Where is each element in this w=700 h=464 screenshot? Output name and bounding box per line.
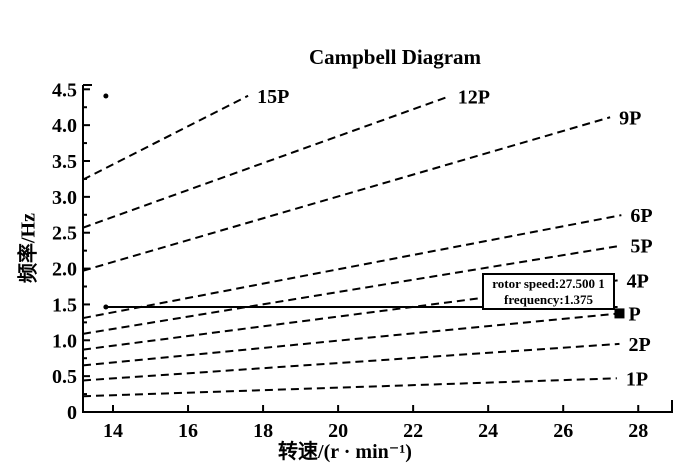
harmonic-line-2P: [82, 342, 620, 382]
y-tick-label-2.0: 2.0: [52, 259, 77, 281]
x-tick-label-16: 16: [178, 420, 198, 442]
y-tick-label-0.5: 0.5: [52, 366, 77, 388]
harmonic-line-15P: [82, 94, 249, 181]
x-tick-label-28: 28: [628, 420, 648, 442]
mode-dot-2: [103, 304, 109, 310]
intersection-marker[interactable]: [614, 308, 625, 319]
harmonic-line-12P: [82, 95, 450, 229]
chart-title: Campbell Diagram: [308, 45, 482, 69]
y-tick-label-1.5: 1.5: [52, 294, 77, 316]
x-tick-label-24: 24: [478, 420, 498, 442]
y-tick-label-4.5: 4.5: [52, 79, 77, 101]
harmonic-line-9P: [82, 116, 611, 272]
harmonic-label-9P: 9P: [619, 107, 641, 129]
mode-dot-1: [103, 93, 109, 99]
x-axis-label: 转速/(r · min⁻¹): [278, 441, 412, 463]
harmonic-line-6P: [82, 214, 622, 320]
harmonic-label-1P: 1P: [626, 368, 648, 390]
harmonic-label-3P: P: [628, 303, 640, 325]
x-tick-label-20: 20: [328, 420, 348, 442]
harmonic-label-12P: 12P: [458, 86, 490, 108]
y-tick-label-3.0: 3.0: [52, 187, 77, 209]
y-tick-label-1.0: 1.0: [52, 330, 77, 352]
datatip-annotation[interactable]: rotor speed:27.500 1 frequency:1.375: [482, 273, 615, 310]
axis-frame: [82, 84, 673, 413]
datatip-frequency: frequency:1.375: [504, 292, 593, 307]
y-tick-label-3.5: 3.5: [52, 151, 77, 173]
harmonic-line-3P: [82, 312, 620, 367]
x-tick-label-22: 22: [403, 420, 423, 442]
harmonic-line-1P: [82, 377, 617, 398]
x-tick-label-26: 26: [553, 420, 573, 442]
y-tick-label-0: 0: [67, 402, 77, 424]
datatip-rotor-speed: rotor speed:27.500 1: [492, 276, 605, 291]
harmonic-label-4P: 4P: [627, 270, 649, 292]
x-tick-label-14: 14: [103, 420, 123, 442]
harmonic-label-5P: 5P: [630, 236, 652, 258]
y-tick-label-2.5: 2.5: [52, 223, 77, 245]
harmonic-label-6P: 6P: [630, 205, 652, 227]
x-tick-label-18: 18: [253, 420, 273, 442]
harmonic-label-2P: 2P: [628, 334, 650, 356]
y-tick-label-4.0: 4.0: [52, 115, 77, 137]
harmonic-label-15P: 15P: [257, 86, 289, 108]
